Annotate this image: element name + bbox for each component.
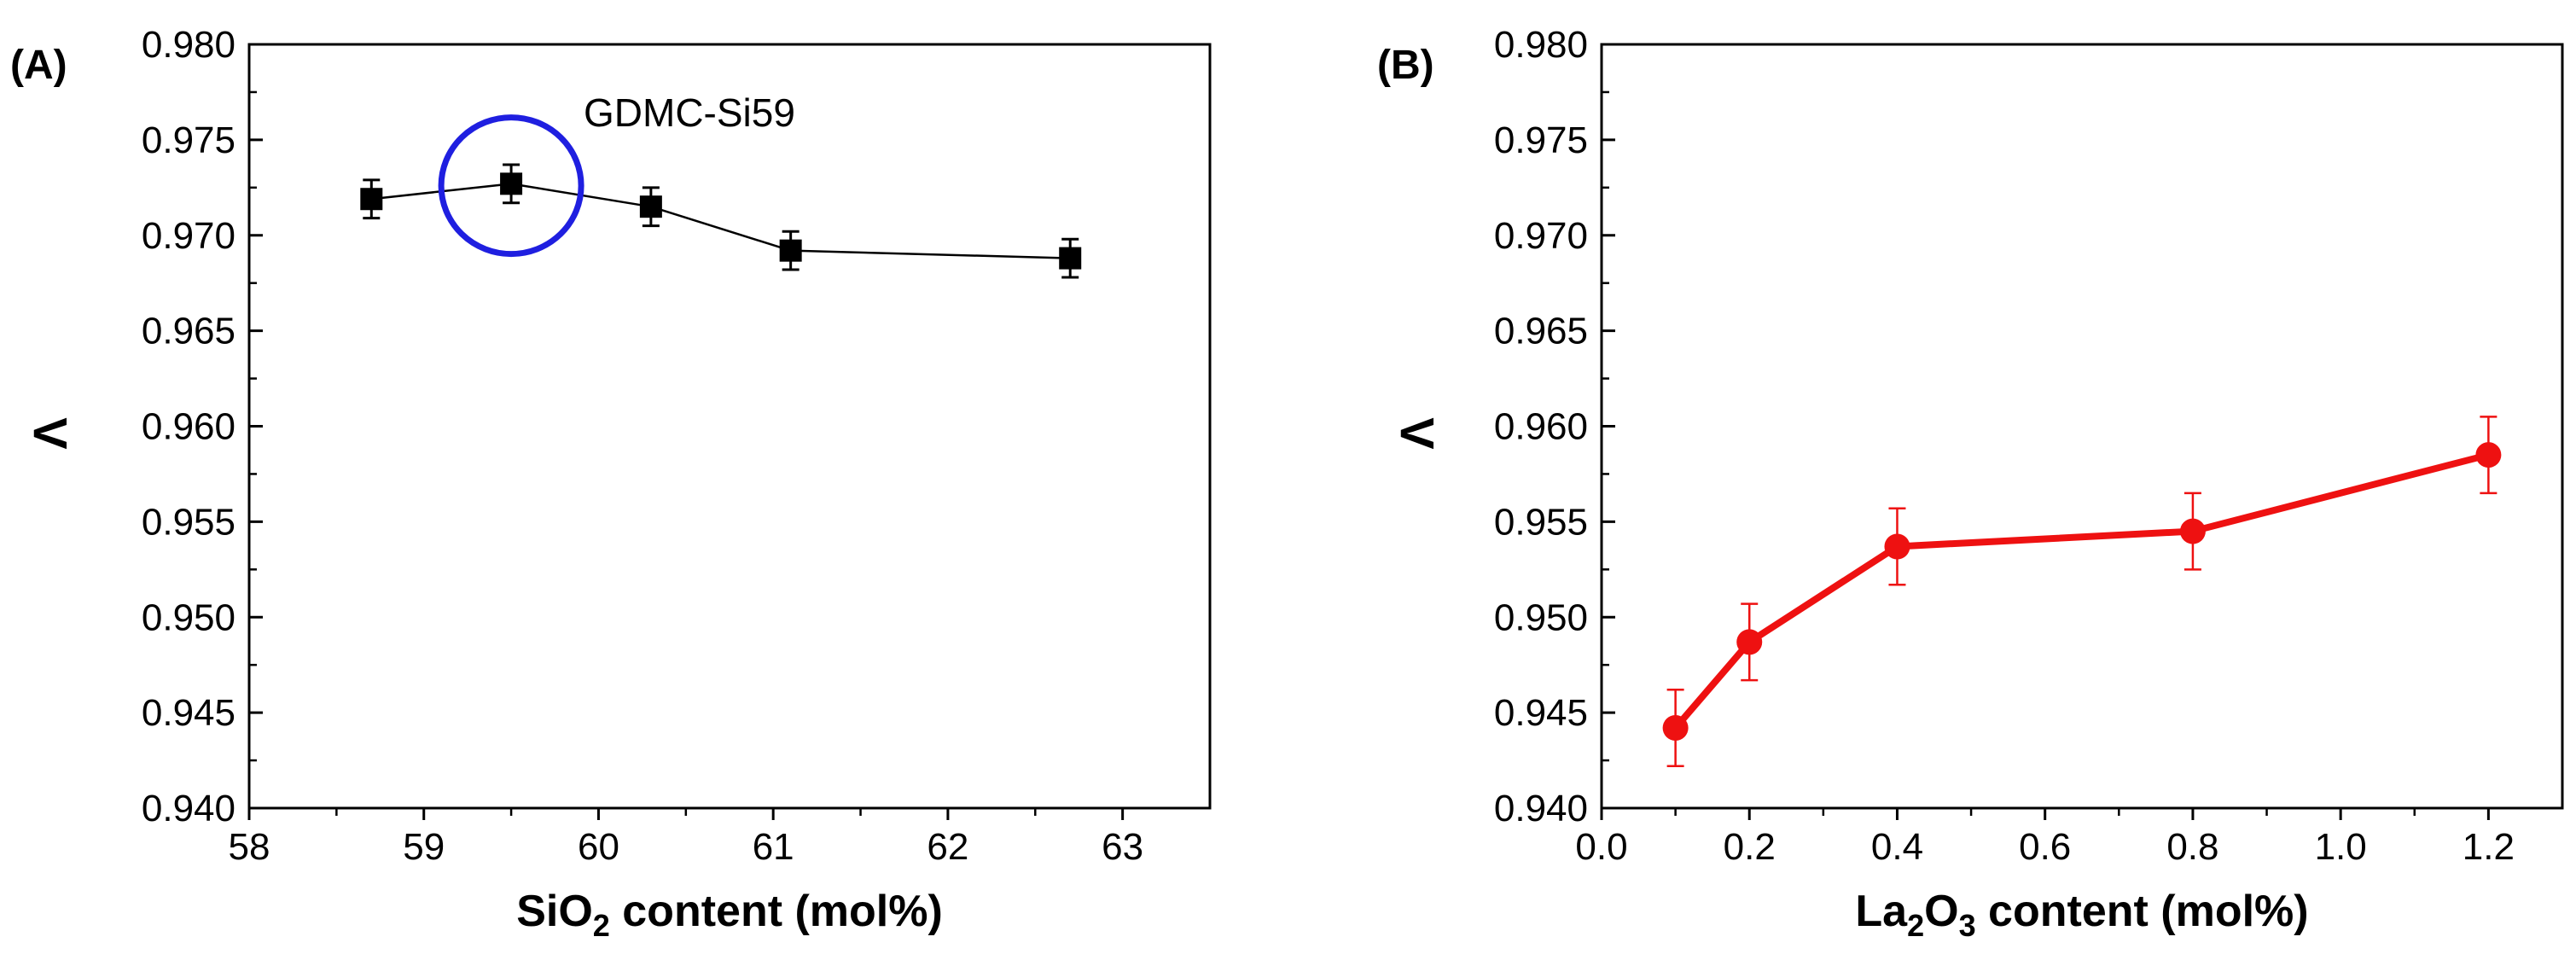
x-tick-label: 62 bbox=[927, 826, 968, 868]
y-tick-label: 0.955 bbox=[142, 501, 236, 543]
x-axis-title-b-subscript-2: 3 bbox=[1959, 908, 1976, 943]
data-point bbox=[1884, 533, 1910, 560]
data-point bbox=[1736, 629, 1763, 655]
x-tick-label: 1.2 bbox=[2463, 826, 2515, 868]
x-axis-title-a: SiO2 content (mol%) bbox=[516, 887, 943, 943]
data-point bbox=[2179, 518, 2206, 544]
y-tick-label: 0.955 bbox=[1494, 501, 1588, 543]
x-axis-title-b-part-2: O bbox=[1924, 887, 1958, 936]
x-tick-label: 1.0 bbox=[2315, 826, 2367, 868]
y-axis-b: 0.940 0.945 0.950 0.955 0.960 0.965 0.970 0.975… bbox=[1494, 24, 1615, 829]
y-tick-label: 0.950 bbox=[1494, 596, 1588, 638]
y-axis-a: 0.940 0.945 0.950 0.955 0.960 0.965 0.970 0.975… bbox=[142, 24, 263, 829]
y-tick-label: 0.940 bbox=[1494, 788, 1588, 829]
chart-panel-b: (B) Λ 0.940 0.945 0.950 0.955 0.960 0.965 0.97… bbox=[1377, 24, 2564, 943]
y-axis-title-b: Λ bbox=[1390, 417, 1444, 449]
y-axis-title-b-text: Λ bbox=[1390, 417, 1444, 449]
x-tick-label: 0.0 bbox=[1575, 826, 1627, 868]
x-axis-title-b-part-1: La bbox=[1855, 887, 1908, 936]
data-point bbox=[500, 172, 523, 195]
x-axis-title-a-subscript: 2 bbox=[593, 908, 610, 943]
x-tick-label: 0.4 bbox=[1871, 826, 1923, 868]
y-tick-label: 0.970 bbox=[142, 215, 236, 257]
x-tick-label: 0.6 bbox=[2019, 826, 2071, 868]
x-axis-title-a-part-2: content (mol%) bbox=[610, 887, 943, 936]
y-tick-label: 0.945 bbox=[1494, 692, 1588, 734]
panel-label-b: (B) bbox=[1377, 43, 1434, 88]
x-axis-title-b-part-3: content (mol%) bbox=[1976, 887, 2309, 936]
y-tick-label: 0.960 bbox=[1494, 406, 1588, 448]
data-point bbox=[360, 188, 383, 211]
x-tick-label: 61 bbox=[753, 826, 794, 868]
y-tick-label: 0.950 bbox=[142, 596, 236, 638]
x-axis-title-a-part-1: SiO bbox=[516, 887, 593, 936]
y-tick-label: 0.965 bbox=[142, 311, 236, 352]
panel-label-a: (A) bbox=[10, 43, 67, 88]
series-line bbox=[1672, 451, 2490, 730]
x-tick-label: 0.8 bbox=[2166, 826, 2218, 868]
y-axis-title-a-text: Λ bbox=[23, 417, 77, 449]
chart-panel-a: (A) Λ 0.940 0.945 0.950 0.955 0.960 0.965 0.97… bbox=[10, 24, 1212, 943]
data-point bbox=[1662, 715, 1689, 742]
x-tick-label: 59 bbox=[403, 826, 445, 868]
y-tick-label: 0.965 bbox=[1494, 311, 1588, 352]
highlight-circle bbox=[438, 114, 584, 258]
y-tick-label: 0.960 bbox=[142, 406, 236, 448]
data-point bbox=[639, 195, 662, 218]
y-tick-label: 0.980 bbox=[142, 24, 236, 66]
annotation-label-gdmc-si59: GDMC-Si59 bbox=[584, 90, 795, 135]
x-axis-title-b-subscript-1: 2 bbox=[1907, 908, 1924, 943]
data-point bbox=[779, 239, 802, 262]
x-tick-label: 0.2 bbox=[1724, 826, 1776, 868]
x-axis-b: 0.0 0.2 0.4 0.6 0.8 1.0 1.2 bbox=[1575, 808, 2515, 868]
y-tick-label: 0.970 bbox=[1494, 215, 1588, 257]
x-tick-label: 58 bbox=[229, 826, 270, 868]
data-point bbox=[1059, 247, 1082, 270]
annotation-a: GDMC-Si59 bbox=[438, 90, 795, 258]
y-tick-label: 0.980 bbox=[1494, 24, 1588, 66]
y-tick-label: 0.945 bbox=[142, 692, 236, 734]
series-a bbox=[360, 163, 1082, 279]
y-tick-label: 0.975 bbox=[142, 119, 236, 161]
series-b bbox=[1662, 416, 2502, 768]
x-tick-label: 63 bbox=[1102, 826, 1143, 868]
x-tick-label: 60 bbox=[578, 826, 619, 868]
y-tick-label: 0.975 bbox=[1494, 119, 1588, 161]
plot-area-a bbox=[247, 43, 1212, 810]
plot-area-b bbox=[1600, 43, 2564, 810]
x-axis-title-b: La2O3 content (mol%) bbox=[1855, 887, 2308, 943]
x-axis-a: 58 59 60 61 62 63 bbox=[229, 808, 1143, 868]
data-point bbox=[2475, 442, 2502, 468]
y-tick-label: 0.940 bbox=[142, 788, 236, 829]
y-axis-title-a: Λ bbox=[23, 417, 77, 449]
